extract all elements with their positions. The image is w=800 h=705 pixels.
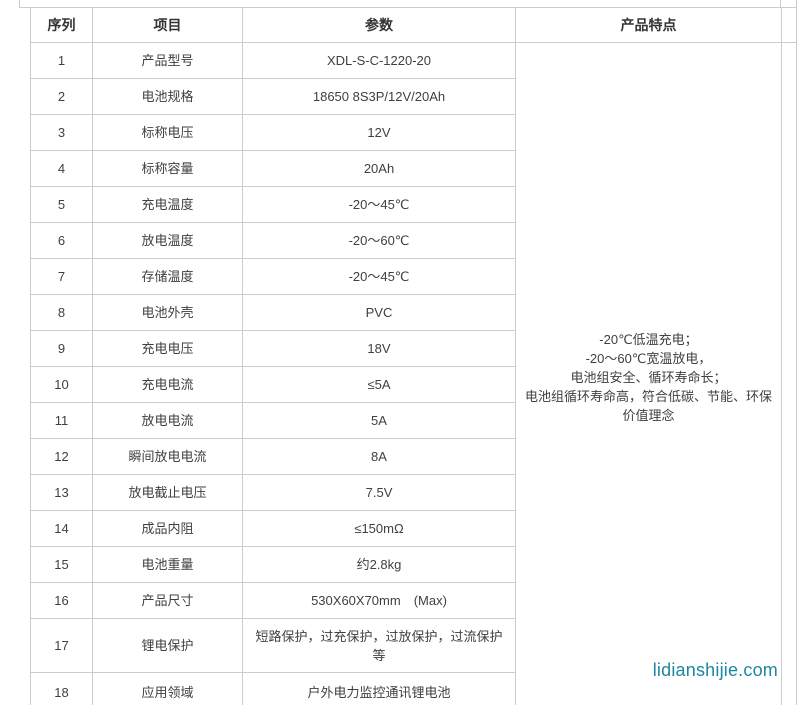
sequence-cell: 6 bbox=[30, 222, 93, 259]
value-cell: 约2.8kg bbox=[242, 546, 516, 583]
table-row: 17 锂电保护 短路保护，过充保护，过放保护，过流保护 等 bbox=[30, 618, 782, 673]
outer-border-fragment bbox=[19, 0, 20, 8]
sequence-cell: 7 bbox=[30, 258, 93, 295]
table-row: 18 应用领域 户外电力监控通讯锂电池 bbox=[30, 672, 782, 705]
value-cell: 12V bbox=[242, 114, 516, 151]
outer-border-right bbox=[796, 0, 797, 705]
header-item: 项目 bbox=[92, 7, 243, 43]
header-sequence: 序列 bbox=[30, 7, 93, 43]
value-cell: ≤150mΩ bbox=[242, 510, 516, 547]
value-cell: 短路保护，过充保护，过放保护，过流保护 等 bbox=[242, 618, 516, 673]
header-value: 参数 bbox=[242, 7, 516, 43]
sequence-cell: 13 bbox=[30, 474, 93, 511]
item-cell: 标称电压 bbox=[92, 114, 243, 151]
table-row: 5 充电温度 -20～45℃ bbox=[30, 186, 782, 223]
value-cell: 18650 8S3P/12V/20Ah bbox=[242, 78, 516, 115]
item-cell: 放电温度 bbox=[92, 222, 243, 259]
value-cell: 户外电力监控通讯锂电池 bbox=[242, 672, 516, 705]
item-cell: 标称容量 bbox=[92, 150, 243, 187]
sequence-cell: 18 bbox=[30, 672, 93, 705]
table-row: 10 充电电流 ≤5A bbox=[30, 366, 782, 403]
item-cell: 瞬间放电电流 bbox=[92, 438, 243, 475]
sequence-cell: 5 bbox=[30, 186, 93, 223]
product-features-cell: -20℃低温充电； -20～60℃宽温放电， 电池组安全、循环寿命长； 电池组循… bbox=[515, 42, 782, 705]
value-cell: -20～60℃ bbox=[242, 222, 516, 259]
item-cell: 充电温度 bbox=[92, 186, 243, 223]
value-cell: ≤5A bbox=[242, 366, 516, 403]
sequence-cell: 12 bbox=[30, 438, 93, 475]
item-cell: 存储温度 bbox=[92, 258, 243, 295]
outer-border-fragment bbox=[780, 0, 781, 8]
table-row: 13 放电截止电压 7.5V bbox=[30, 474, 782, 511]
table-row: 3 标称电压 12V bbox=[30, 114, 782, 151]
table-row: 8 电池外壳 PVC bbox=[30, 294, 782, 331]
table-row: 6 放电温度 -20～60℃ bbox=[30, 222, 782, 259]
table-row: 7 存储温度 -20～45℃ bbox=[30, 258, 782, 295]
table-row: 9 充电电压 18V bbox=[30, 330, 782, 367]
item-cell: 放电截止电压 bbox=[92, 474, 243, 511]
site-watermark: lidianshijie.com bbox=[652, 660, 778, 680]
value-cell: 8A bbox=[242, 438, 516, 475]
sequence-cell: 10 bbox=[30, 366, 93, 403]
table-row: 12 瞬间放电电流 8A bbox=[30, 438, 782, 475]
sequence-cell: 1 bbox=[30, 42, 93, 79]
item-cell: 应用领域 bbox=[92, 672, 243, 705]
item-cell: 充电电压 bbox=[92, 330, 243, 367]
value-cell: 7.5V bbox=[242, 474, 516, 511]
sequence-cell: 2 bbox=[30, 78, 93, 115]
sequence-cell: 3 bbox=[30, 114, 93, 151]
outer-border-fragment bbox=[780, 42, 797, 43]
table-row: 15 电池重量 约2.8kg bbox=[30, 546, 782, 583]
sequence-cell: 9 bbox=[30, 330, 93, 367]
value-cell: 18V bbox=[242, 330, 516, 367]
outer-border-fragment bbox=[780, 7, 797, 8]
value-cell: -20～45℃ bbox=[242, 258, 516, 295]
table-row: 11 放电电流 5A bbox=[30, 402, 782, 439]
value-cell: -20～45℃ bbox=[242, 186, 516, 223]
spec-table-body: 1 产品型号 XDL-S-C-1220-20 -20℃低温充电； -20～60℃宽温放… bbox=[30, 42, 782, 705]
item-cell: 电池重量 bbox=[92, 546, 243, 583]
table-row: 1 产品型号 XDL-S-C-1220-20 -20℃低温充电； -20～60℃宽温放… bbox=[30, 42, 782, 705]
item-cell: 充电电流 bbox=[92, 366, 243, 403]
table-row: 4 标称容量 20Ah bbox=[30, 150, 782, 187]
item-cell: 锂电保护 bbox=[92, 618, 243, 673]
value-cell: XDL-S-C-1220-20 bbox=[242, 42, 516, 79]
sequence-cell: 14 bbox=[30, 510, 93, 547]
outer-border-fragment bbox=[19, 7, 31, 8]
item-cell: 电池外壳 bbox=[92, 294, 243, 331]
sequence-cell: 11 bbox=[30, 402, 93, 439]
item-cell: 成品内阻 bbox=[92, 510, 243, 547]
table-row: 16 产品尺寸 530X60X70mm (Max) bbox=[30, 582, 782, 619]
sequence-cell: 4 bbox=[30, 150, 93, 187]
value-cell: 5A bbox=[242, 402, 516, 439]
sequence-cell: 16 bbox=[30, 582, 93, 619]
battery-spec-table: 序列 项目 参数 产品特点 1 产品型号 XDL-S-C-1220-20 -20℃低温… bbox=[30, 7, 782, 705]
value-cell: PVC bbox=[242, 294, 516, 331]
sequence-cell: 15 bbox=[30, 546, 93, 583]
sequence-cell: 8 bbox=[30, 294, 93, 331]
value-cell: 530X60X70mm (Max) bbox=[242, 582, 516, 619]
item-cell: 产品尺寸 bbox=[92, 582, 243, 619]
header-row: 序列 项目 参数 产品特点 bbox=[30, 7, 782, 43]
item-cell: 电池规格 bbox=[92, 78, 243, 115]
item-cell: 产品型号 bbox=[92, 42, 243, 79]
value-cell: 20Ah bbox=[242, 150, 516, 187]
item-cell: 放电电流 bbox=[92, 402, 243, 439]
header-features: 产品特点 bbox=[515, 7, 782, 43]
